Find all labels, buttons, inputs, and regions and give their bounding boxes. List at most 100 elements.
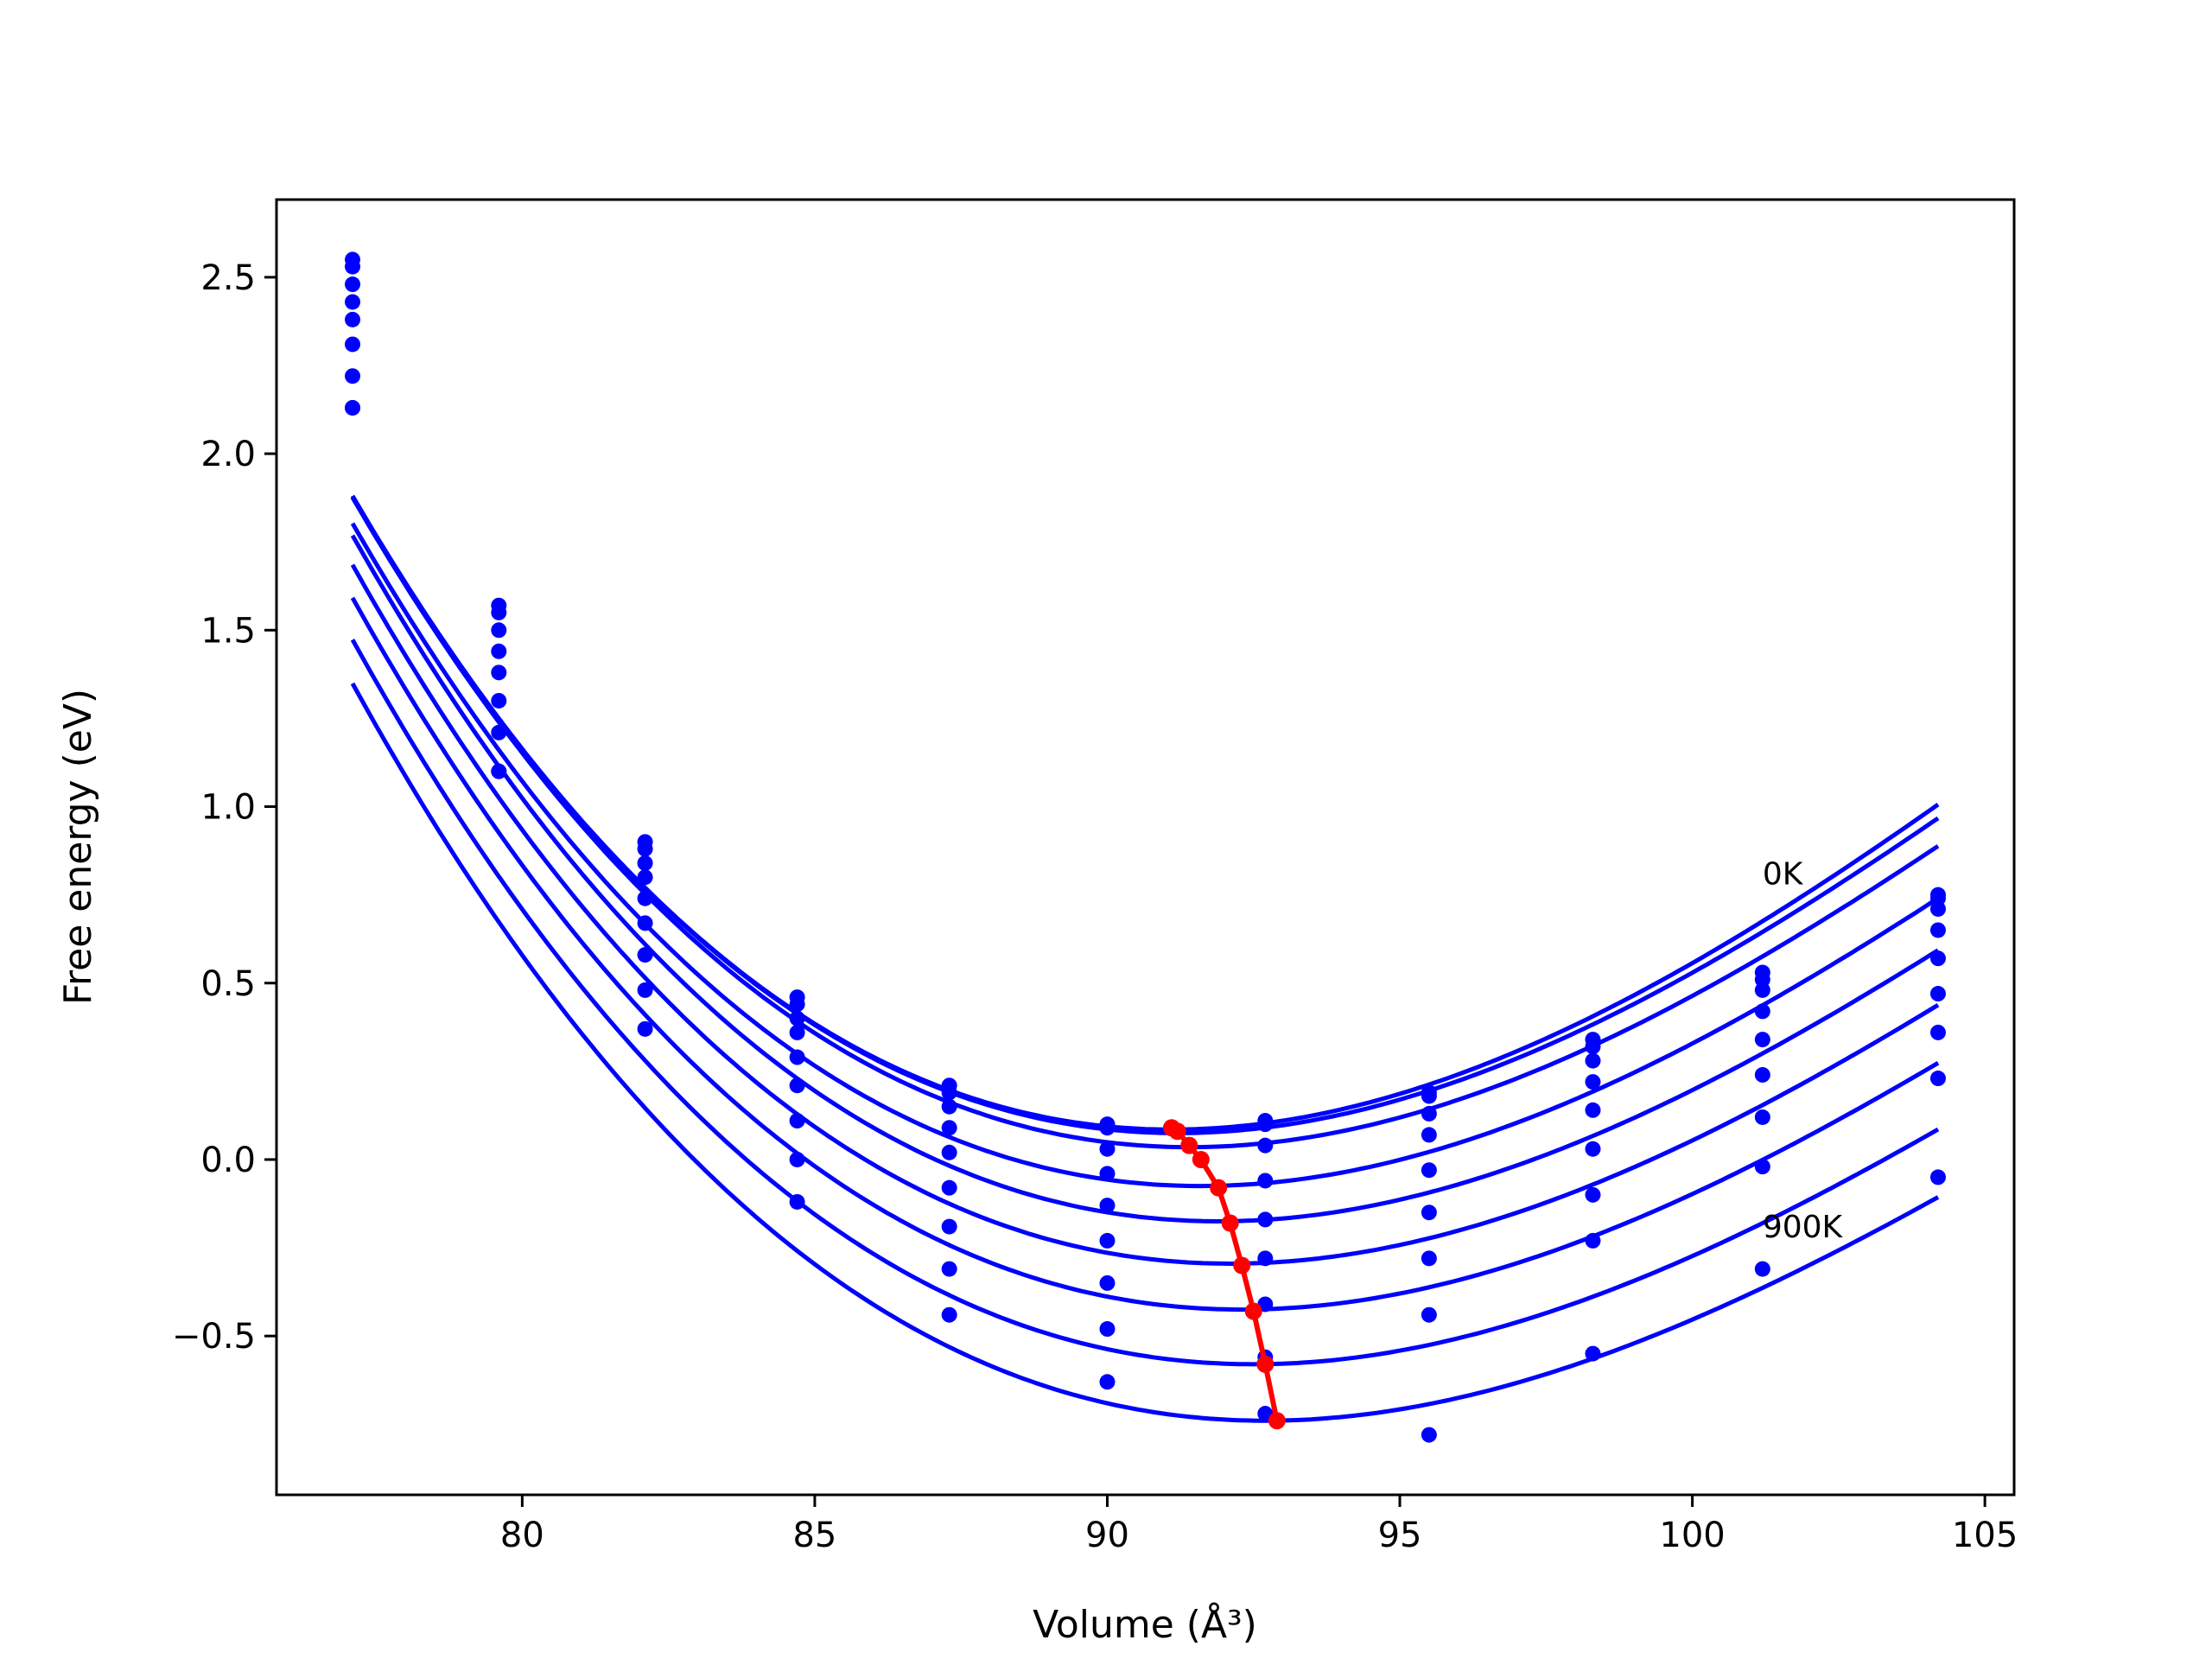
- data-point: [1585, 1345, 1601, 1362]
- data-point: [1929, 900, 1946, 917]
- data-point: [345, 368, 361, 385]
- data-point: [1585, 1074, 1601, 1090]
- fit-curve-1: [350, 495, 1940, 1135]
- data-point: [345, 311, 361, 327]
- minimum-point: [1256, 1355, 1274, 1373]
- data-point: [941, 1098, 957, 1115]
- data-point: [789, 1193, 805, 1210]
- y-tick-label: 0.0: [200, 1141, 256, 1180]
- x-tick-label: 80: [500, 1516, 544, 1555]
- data-point: [941, 1261, 957, 1277]
- fit-curve-3: [350, 522, 1940, 1189]
- data-point: [491, 622, 507, 639]
- y-tick-label: 2.5: [200, 258, 256, 298]
- data-point: [1257, 1211, 1274, 1228]
- data-point: [345, 276, 361, 293]
- data-point: [789, 1113, 805, 1129]
- data-point: [345, 399, 361, 416]
- minimum-point: [1180, 1136, 1198, 1154]
- minimum-point: [1268, 1412, 1286, 1430]
- fit-curve-2: [350, 496, 1940, 1150]
- data-point: [1421, 1127, 1437, 1143]
- data-point: [637, 890, 653, 906]
- data-point: [1585, 1232, 1601, 1249]
- x-tick-label: 95: [1378, 1516, 1422, 1555]
- data-point: [941, 1179, 957, 1196]
- data-point: [637, 982, 653, 998]
- data-point: [1421, 1306, 1437, 1323]
- data-point: [491, 664, 507, 681]
- data-point: [789, 1077, 805, 1094]
- data-point: [789, 1049, 805, 1065]
- data-point: [789, 996, 805, 1013]
- data-point: [1754, 1261, 1770, 1277]
- data-point: [1929, 950, 1946, 967]
- data-point: [1421, 1088, 1437, 1104]
- data-point: [1421, 1205, 1437, 1221]
- y-tick-label: 1.0: [200, 788, 256, 828]
- data-point: [1585, 1186, 1601, 1203]
- data-point: [637, 855, 653, 871]
- fit-curve-4: [350, 534, 1940, 1224]
- data-point: [1585, 1102, 1601, 1118]
- fit-curves: [350, 494, 1940, 1423]
- data-point: [345, 294, 361, 310]
- data-point: [1421, 1250, 1437, 1267]
- data-point: [1099, 1198, 1116, 1214]
- y-tick-label: 1.5: [200, 611, 256, 651]
- data-point: [1421, 1162, 1437, 1179]
- x-tick-label: 100: [1659, 1516, 1725, 1555]
- data-point: [1754, 1109, 1770, 1125]
- temperature-label: 900K: [1763, 1210, 1844, 1245]
- data-point: [941, 1144, 957, 1160]
- data-point: [1754, 1159, 1770, 1175]
- fit-curve-6: [350, 596, 1940, 1313]
- data-point: [1257, 1250, 1274, 1267]
- fit-curve-5: [350, 563, 1940, 1267]
- data-point: [1754, 982, 1770, 998]
- x-axis-ticks: 80 85 90 95 100 105: [500, 1495, 2018, 1555]
- y-tick-label: −0.5: [172, 1317, 256, 1357]
- data-point: [941, 1306, 957, 1323]
- data-point: [789, 1151, 805, 1167]
- data-point: [1099, 1274, 1116, 1291]
- data-point: [637, 869, 653, 886]
- x-tick-label: 90: [1085, 1516, 1129, 1555]
- data-point: [1929, 1169, 1946, 1185]
- y-axis-ticks: −0.5 0.0 0.5 1.0 1.5 2.0 2.5: [172, 258, 276, 1357]
- data-points: [345, 251, 1946, 1443]
- temperature-annotations: 0K 900K: [1763, 856, 1844, 1244]
- minimum-point: [1233, 1256, 1251, 1274]
- minimum-point: [1210, 1179, 1228, 1197]
- y-tick-label: 0.5: [200, 964, 256, 1004]
- data-point: [789, 1024, 805, 1040]
- minimum-point: [1244, 1302, 1262, 1320]
- data-point: [1257, 1116, 1274, 1133]
- fit-curve-0: [350, 494, 1940, 1132]
- data-point: [637, 915, 653, 931]
- data-point: [1585, 1052, 1601, 1069]
- data-point: [1754, 1003, 1770, 1020]
- x-tick-label: 85: [792, 1516, 836, 1555]
- minimum-point: [1221, 1214, 1239, 1232]
- y-axis-label: Free energy (eV): [56, 689, 100, 1005]
- data-point: [941, 1218, 957, 1235]
- data-point: [491, 724, 507, 741]
- fit-curve-7: [350, 639, 1940, 1367]
- data-point: [491, 763, 507, 779]
- data-point: [637, 947, 653, 963]
- data-point: [1257, 1173, 1274, 1189]
- data-point: [1099, 1166, 1116, 1182]
- data-point: [1099, 1120, 1116, 1136]
- data-point: [1754, 1032, 1770, 1048]
- x-tick-label: 105: [1952, 1516, 2018, 1555]
- minima-line: [1170, 1125, 1280, 1421]
- data-point: [1099, 1141, 1116, 1157]
- minimum-point: [1168, 1122, 1186, 1141]
- data-point: [1421, 1427, 1437, 1443]
- data-point: [1754, 1066, 1770, 1083]
- data-point: [1929, 1024, 1946, 1040]
- data-point: [345, 258, 361, 275]
- data-point: [1099, 1232, 1116, 1249]
